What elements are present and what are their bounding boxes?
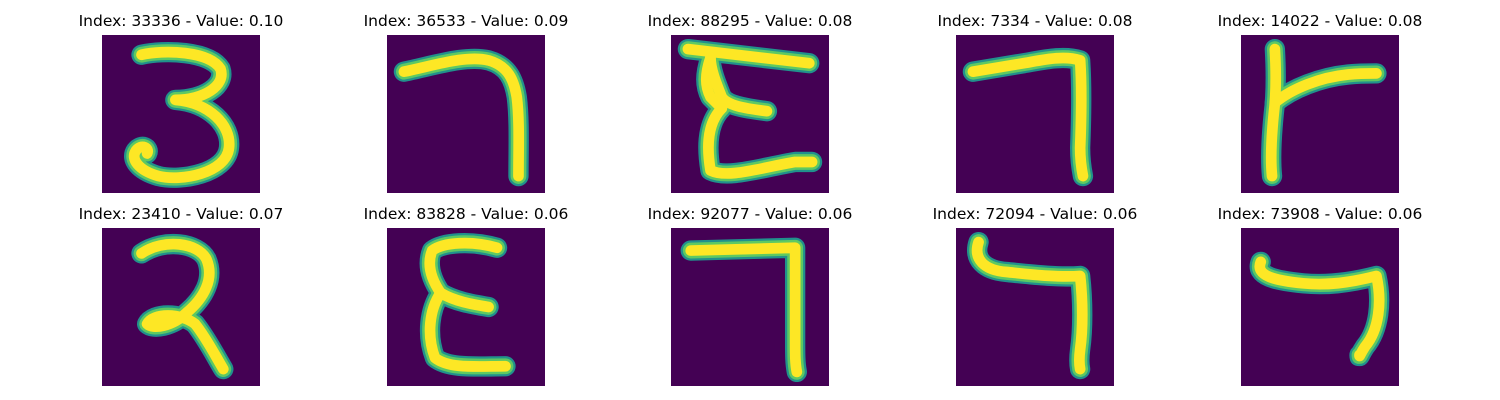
panel-title: Index: 23410 - Value: 0.07	[78, 205, 284, 223]
digit-image	[387, 228, 545, 386]
digit-image	[956, 35, 1114, 193]
panel-8: Index: 92077 - Value: 0.06	[620, 193, 880, 386]
panel-title: Index: 92077 - Value: 0.06	[647, 205, 853, 223]
digit-image	[1241, 228, 1399, 386]
digit-image	[102, 35, 260, 193]
panel-9: Index: 72094 - Value: 0.06	[905, 193, 1165, 386]
digit-stroke	[128, 46, 235, 184]
digit-stroke	[971, 236, 1088, 375]
digit-image	[671, 35, 829, 193]
panel-title: Index: 7334 - Value: 0.08	[937, 12, 1133, 30]
panel-7: Index: 83828 - Value: 0.06	[336, 193, 596, 386]
digit-stroke	[682, 43, 815, 69]
panel-title: Index: 73908 - Value: 0.06	[1217, 205, 1423, 223]
panel-3: Index: 88295 - Value: 0.08	[620, 0, 880, 193]
digit-stroke	[703, 102, 818, 179]
panel-6: Index: 23410 - Value: 0.07	[51, 193, 311, 386]
panel-title: Index: 36533 - Value: 0.09	[363, 12, 569, 30]
digit-image	[1241, 35, 1399, 193]
panel-10: Index: 73908 - Value: 0.06	[1190, 193, 1450, 386]
digit-image	[671, 228, 829, 386]
panel-4: Index: 7334 - Value: 0.08	[905, 0, 1165, 193]
digit-stroke	[424, 237, 503, 313]
digit-stroke	[705, 52, 773, 117]
digit-stroke	[1254, 256, 1385, 362]
panel-2: Index: 36533 - Value: 0.09	[336, 0, 596, 193]
panel-title: Index: 72094 - Value: 0.06	[932, 205, 1138, 223]
digit-stroke	[967, 52, 1089, 182]
digit-stroke	[685, 242, 803, 378]
panel-title: Index: 33336 - Value: 0.10	[78, 12, 284, 30]
digit-image	[102, 228, 260, 386]
digit-image	[387, 35, 545, 193]
digit-stroke	[136, 238, 229, 375]
digit-stroke	[398, 53, 525, 182]
digit-stroke	[1265, 43, 1282, 182]
digit-stroke	[424, 287, 511, 372]
digit-image	[956, 228, 1114, 386]
panel-title: Index: 14022 - Value: 0.08	[1217, 12, 1423, 30]
panel-5: Index: 14022 - Value: 0.08	[1190, 0, 1450, 193]
digit-stroke	[1269, 68, 1382, 109]
panel-title: Index: 83828 - Value: 0.06	[363, 205, 569, 223]
panel-1: Index: 33336 - Value: 0.10	[51, 0, 311, 193]
panel-title: Index: 88295 - Value: 0.08	[647, 12, 853, 30]
